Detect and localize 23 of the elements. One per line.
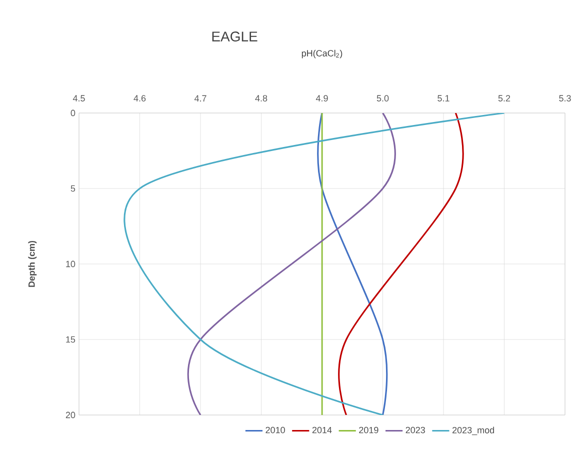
x-tick-label: 4.5 [72, 95, 85, 102]
x-tick-label: 4.8 [255, 95, 268, 102]
legend-label: 2023 [406, 426, 425, 434]
y-tick-label: 10 [66, 260, 76, 268]
y-tick-label: 15 [66, 336, 76, 343]
legend-label: 2019 [359, 426, 378, 434]
x-tick-label: 5.3 [559, 95, 571, 102]
y-tick-label: 20 [66, 412, 76, 418]
line-series [321, 112, 323, 415]
x-tick-label: 4.9 [316, 95, 328, 102]
legend-label: 2023_mod [452, 426, 494, 436]
y-axis-title: Depth (cm) [28, 240, 37, 287]
legend-label: 2014 [312, 426, 332, 434]
x-tick-label: 5.0 [376, 95, 389, 102]
x-tick-label: 4.6 [134, 95, 146, 102]
legend-label: 2010 [266, 426, 285, 434]
x-tick-label: 4.7 [194, 95, 206, 102]
x-axis-title: pH(CaCl$_{2}$) [302, 50, 342, 58]
x-tick-label: 5.2 [498, 95, 510, 102]
chart-title: EAGLE [212, 32, 258, 42]
y-tick-label: 5 [70, 185, 76, 192]
y-tick-label: 0 [70, 110, 76, 116]
x-tick-label: 5.1 [438, 95, 450, 102]
